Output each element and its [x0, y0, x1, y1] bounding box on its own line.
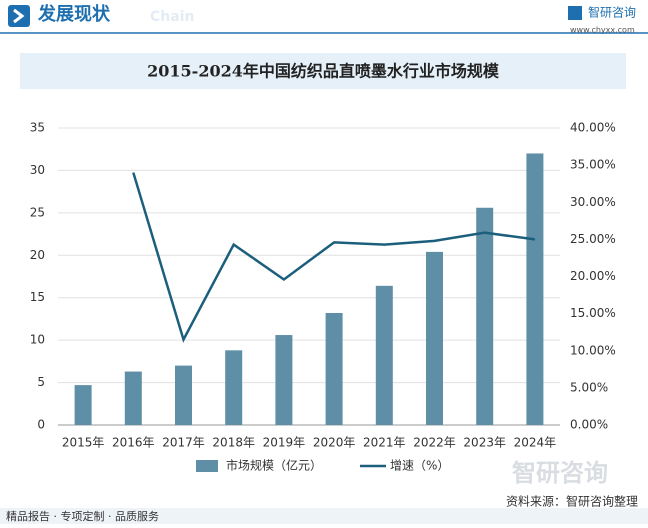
y2-tick-label: 5.00%	[570, 380, 608, 394]
bar	[476, 207, 494, 425]
y2-tick-label: 40.00%	[570, 121, 616, 135]
header-title: 发展现状	[37, 3, 111, 25]
y-tick-label: 0	[37, 418, 45, 432]
y2-tick-label: 35.00%	[570, 158, 616, 172]
y-tick-label: 15	[30, 290, 45, 304]
logo-icon	[568, 6, 582, 20]
bar	[175, 365, 192, 425]
bar	[325, 312, 343, 425]
x-tick-label: 2020年	[313, 436, 356, 450]
y2-tick-label: 15.00%	[570, 306, 616, 320]
bar	[375, 285, 393, 425]
source: 资料来源：智研咨询整理	[506, 494, 638, 509]
header-icon-arrow	[13, 8, 25, 24]
x-tick-label: 2021年	[363, 436, 406, 450]
y2-tick-label: 30.00%	[570, 195, 616, 209]
y2-tick-label: 0.00%	[570, 418, 608, 432]
x-tick-label: 2022年	[413, 436, 456, 450]
y-tick-label: 10	[30, 333, 45, 347]
header-subtitle: Chain	[150, 9, 194, 25]
bar	[74, 385, 92, 425]
url: www.chyxx.com	[570, 26, 635, 35]
y-tick-label: 20	[30, 248, 45, 262]
bar	[225, 350, 243, 425]
x-tick-label: 2017年	[162, 436, 205, 450]
bar	[426, 251, 443, 425]
legend-label: 市场规模（亿元）	[226, 458, 322, 473]
y2-tick-label: 20.00%	[570, 269, 616, 283]
y2-tick-label: 25.00%	[570, 232, 616, 246]
chart-title: 2015-2024年中国纺织品直喷墨水行业市场规模	[147, 62, 500, 81]
y-tick-label: 35	[30, 121, 45, 135]
legend-label: 增速（%）	[390, 459, 449, 473]
line	[132, 172, 536, 343]
x-tick-label: 2024年	[514, 436, 557, 450]
x-tick-label: 2018年	[212, 436, 255, 450]
bar	[275, 335, 293, 425]
x-tick-label: 2016年	[112, 436, 155, 450]
y2-tick-label: 10.00%	[570, 343, 616, 357]
header-icon	[8, 5, 30, 27]
y-tick-label: 25	[30, 205, 45, 219]
x-tick-label: 2023年	[463, 436, 506, 450]
legend-swatch	[196, 460, 218, 472]
bar	[526, 153, 544, 425]
bar	[124, 371, 142, 425]
footer-left: 精品报告 · 专项定制 · 品质服务	[6, 509, 159, 523]
x-tick-label: 2015年	[62, 436, 105, 450]
title-box	[20, 53, 626, 89]
x-tick-label: 2019年	[263, 436, 306, 450]
y-tick-label: 30	[30, 163, 45, 177]
brand: 智研咨询	[588, 5, 636, 20]
watermark: 智研咨询	[512, 459, 608, 487]
y-tick-label: 5	[37, 375, 45, 389]
footer-band	[0, 508, 648, 524]
